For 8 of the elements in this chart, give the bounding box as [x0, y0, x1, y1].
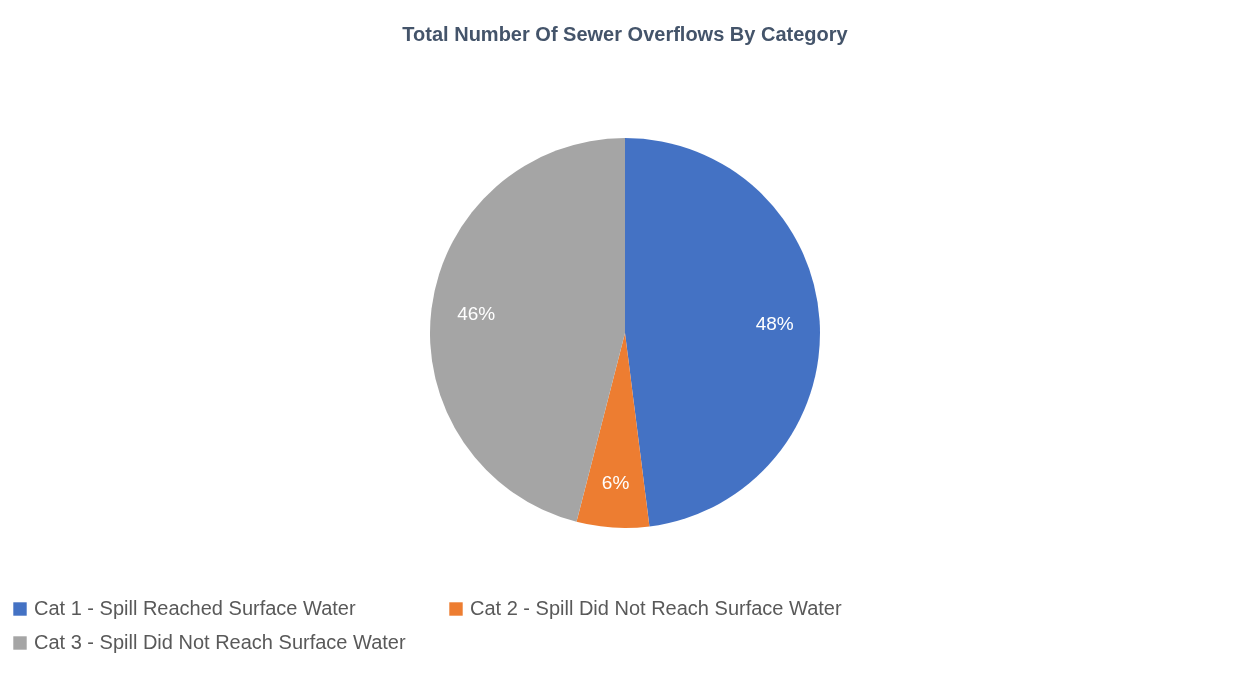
data-label: 48% [755, 312, 794, 334]
legend-label: Cat 2 - Spill Did Not Reach Surface Water [470, 597, 842, 619]
legend-label: Cat 3 - Spill Did Not Reach Surface Water [34, 631, 406, 653]
pie-slice [576, 333, 650, 528]
data-label: 6% [601, 471, 630, 493]
chart-title: Total Number Of Sewer Overflows By Category [402, 23, 849, 45]
data-label: 46% [457, 303, 496, 325]
legend-label: Cat 1 - Spill Reached Surface Water [34, 597, 356, 619]
